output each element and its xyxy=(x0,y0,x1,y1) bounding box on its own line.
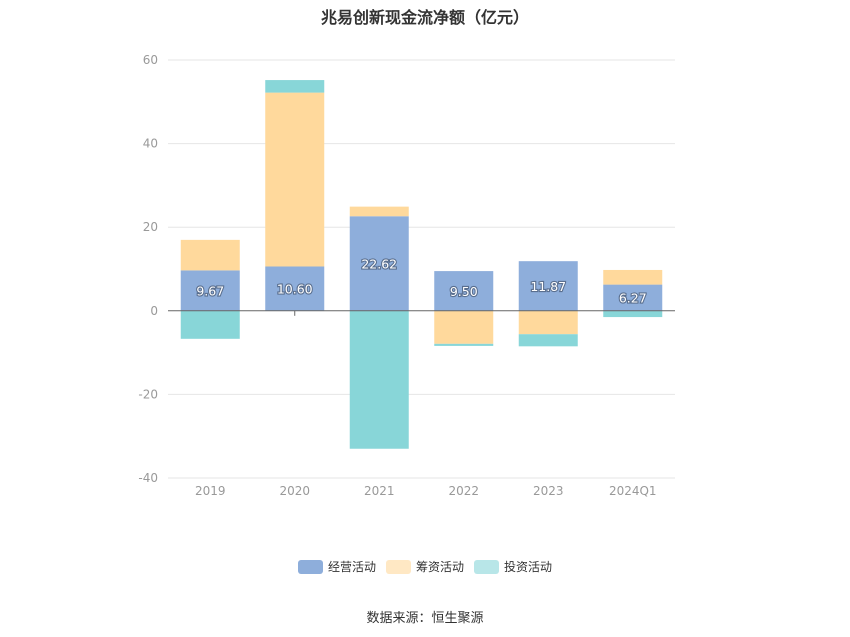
data-label: 6.27 xyxy=(619,291,647,306)
bar-investing xyxy=(518,334,578,347)
legend-swatch-operating xyxy=(298,560,323,574)
legend-label-operating: 经营活动 xyxy=(328,560,376,574)
legend-swatch-investing xyxy=(474,560,499,574)
data-source: 数据来源：恒生聚源 xyxy=(366,611,484,626)
bar-financing xyxy=(180,239,240,271)
bar-investing xyxy=(265,80,325,93)
bar-financing xyxy=(518,310,578,335)
y-tick-label: 0 xyxy=(150,304,158,318)
x-tick-label: 2023 xyxy=(533,484,564,498)
legend-label-financing: 筹资活动 xyxy=(416,560,464,574)
y-tick-label: -20 xyxy=(138,387,158,401)
bar-financing xyxy=(349,206,409,217)
bar-operating xyxy=(265,266,325,311)
bar-financing xyxy=(265,92,325,267)
bar-financing xyxy=(434,310,494,344)
legend-swatch-financing xyxy=(386,560,411,574)
data-label: 22.62 xyxy=(361,257,397,272)
y-tick-label: 20 xyxy=(143,220,158,234)
bar-investing xyxy=(603,310,663,318)
data-label: 10.60 xyxy=(277,282,313,297)
data-label: 11.87 xyxy=(530,279,566,294)
x-tick-label: 2020 xyxy=(279,484,310,498)
y-tick-label: -40 xyxy=(138,471,158,485)
bar-investing xyxy=(349,310,409,449)
chart-title: 兆易创新现金流净额（亿元） xyxy=(320,8,529,27)
data-label: 9.50 xyxy=(450,284,478,299)
bar-operating xyxy=(434,271,494,311)
bar-operating xyxy=(180,270,240,311)
bar-investing xyxy=(434,343,494,346)
bar-operating xyxy=(349,216,409,311)
y-tick-label: 60 xyxy=(143,53,158,67)
bar-operating xyxy=(518,261,578,311)
bar-operating xyxy=(603,284,663,311)
x-tick-label: 2022 xyxy=(448,484,479,498)
bar-investing xyxy=(180,310,240,339)
data-label: 9.67 xyxy=(196,284,224,299)
x-tick-label: 2024Q1 xyxy=(609,484,657,498)
x-tick-label: 2019 xyxy=(195,484,226,498)
y-tick-label: 40 xyxy=(143,137,158,151)
x-tick-label: 2021 xyxy=(364,484,395,498)
bar-financing xyxy=(603,269,663,285)
legend-label-investing: 投资活动 xyxy=(504,559,552,574)
